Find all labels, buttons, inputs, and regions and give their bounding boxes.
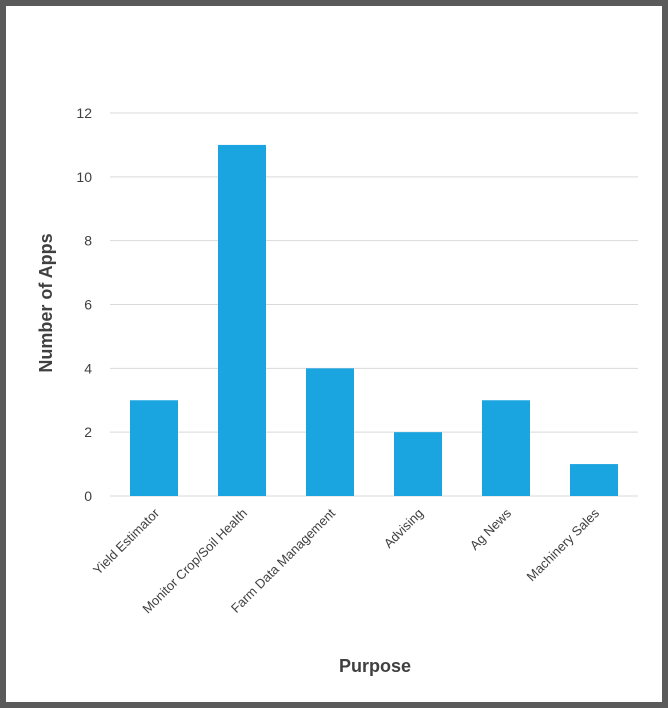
- bar: [570, 464, 618, 496]
- x-tick-label: Farm Data Management: [228, 505, 339, 616]
- x-tick-label: Ag News: [467, 505, 515, 553]
- bar: [482, 400, 530, 496]
- x-axis-title: Purpose: [339, 656, 411, 676]
- bar: [130, 400, 178, 496]
- y-tick-label: 10: [76, 169, 92, 185]
- bar: [306, 368, 354, 496]
- y-axis-title: Number of Apps: [36, 233, 56, 372]
- bar: [394, 432, 442, 496]
- y-tick-label: 6: [84, 297, 92, 313]
- bar: [218, 144, 266, 496]
- y-tick-label: 2: [84, 424, 92, 440]
- gridlines: [110, 112, 638, 497]
- y-tick-label: 8: [84, 233, 92, 249]
- x-tick-label: Machinery Sales: [524, 505, 603, 584]
- x-tick-label: Advising: [381, 506, 426, 551]
- y-axis-ticks: 0 2 4 6 8 10 12: [76, 105, 92, 504]
- x-tick-label: Yield Estimator: [90, 505, 163, 578]
- y-tick-label: 12: [76, 105, 92, 121]
- y-tick-label: 0: [84, 488, 92, 504]
- y-tick-label: 4: [84, 360, 92, 376]
- bars: [130, 144, 618, 496]
